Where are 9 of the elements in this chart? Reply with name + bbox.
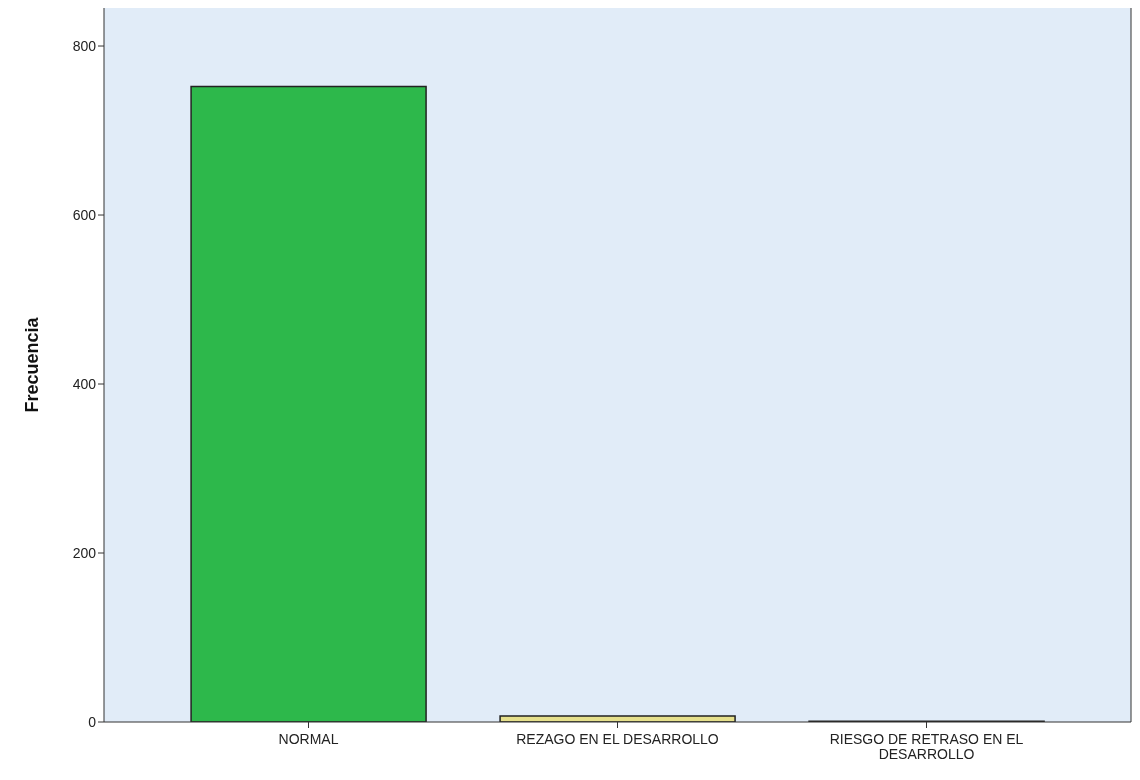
y-axis-title: Frecuencia [22,316,43,413]
y-tick-label: 800 [72,37,97,54]
y-tick-label: 200 [72,544,97,561]
y-tick-label: 400 [72,375,97,392]
y-tick-label: 0 [88,713,97,730]
x-tick-label: REZAGO EN EL DESARROLLO [516,731,719,747]
x-tick-label: NORMAL [278,731,339,747]
y-tick-label: 600 [72,206,97,223]
x-tick-label: RIESGO DE RETRASO EN EL DESARROLLO [829,731,1024,762]
